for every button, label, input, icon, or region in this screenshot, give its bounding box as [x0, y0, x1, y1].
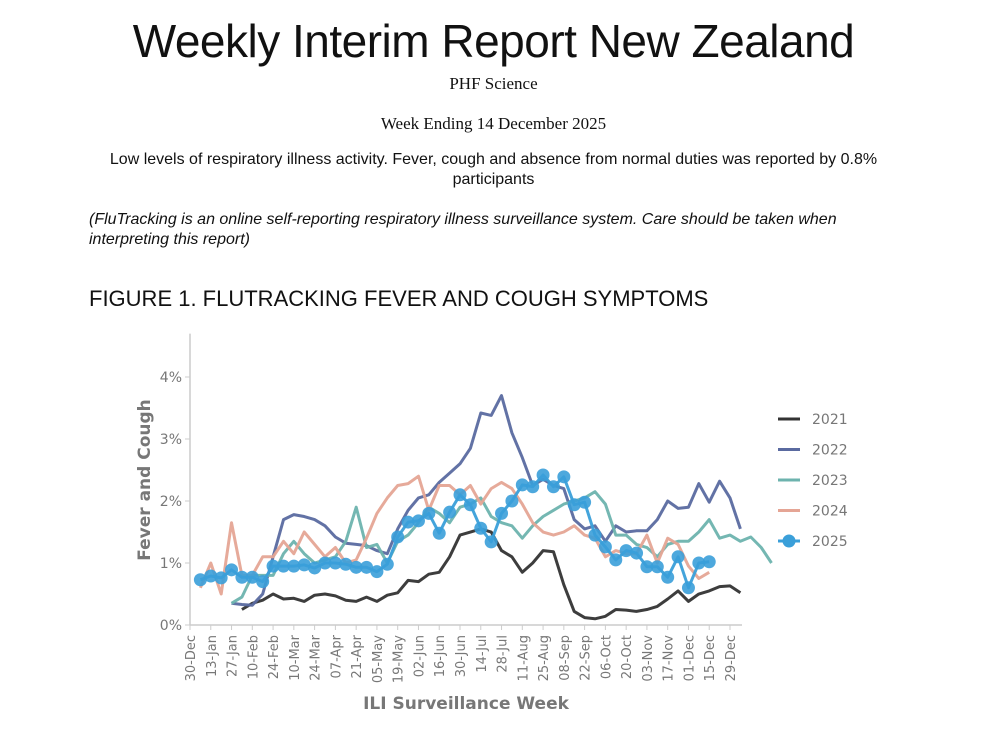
x-tick-label: 24-Mar: [309, 634, 324, 680]
x-tick-label: 30-Dec: [184, 635, 199, 681]
data-point-2025: [702, 555, 716, 569]
data-point-2025: [328, 556, 342, 570]
y-tick-label: 0%: [160, 618, 182, 634]
data-point-2025: [515, 478, 529, 492]
data-point-2025: [432, 526, 446, 540]
x-tick-label: 22-Sep: [579, 635, 594, 681]
x-tick-label: 02-Jun: [412, 635, 427, 677]
x-tick-label: 06-Oct: [599, 635, 614, 679]
data-point-2025: [349, 560, 363, 574]
x-tick-label: 21-Apr: [350, 634, 365, 678]
legend-label-2025: 2025: [812, 534, 848, 550]
week-ending: Week Ending 14 December 2025: [380, 114, 607, 133]
x-tick-label: 19-May: [392, 635, 407, 683]
data-point-2025: [671, 550, 685, 564]
x-tick-label: 16-Jun: [433, 635, 448, 677]
data-point-2025: [276, 559, 290, 573]
data-point-2025: [256, 575, 270, 589]
data-point-2025: [609, 553, 623, 567]
figure-title: FIGURE 1. FLUTRACKING FEVER AND COUGH SY…: [89, 286, 709, 311]
x-tick-label: 14-Jul: [475, 635, 490, 673]
legend-marker-2025: [782, 534, 796, 548]
data-point-2025: [380, 557, 394, 571]
x-tick-label: 24-Feb: [267, 635, 282, 679]
data-point-2025: [308, 561, 322, 575]
x-axis-title: ILI Surveillance Week: [363, 694, 570, 714]
data-point-2025: [401, 515, 415, 529]
x-tick-label: 17-Nov: [662, 635, 677, 682]
data-point-2025: [391, 530, 405, 544]
legend-label-2024: 2024: [812, 504, 848, 520]
x-tick-label: 28-Jul: [496, 635, 511, 673]
x-tick-label: 01-Dec: [682, 635, 697, 681]
data-point-2025: [214, 571, 228, 585]
x-tick-label: 10-Mar: [288, 634, 303, 680]
data-point-2025: [630, 546, 644, 560]
data-point-2025: [370, 565, 384, 579]
data-point-2025: [411, 514, 425, 528]
data-point-2025: [339, 557, 353, 571]
x-tick-label: 03-Nov: [641, 635, 656, 682]
data-point-2025: [193, 573, 207, 587]
page-title: Weekly Interim Report New Zealand: [132, 15, 855, 67]
y-tick-label: 1%: [160, 556, 182, 572]
x-tick-label: 05-May: [371, 635, 386, 683]
data-point-2025: [692, 556, 706, 570]
x-tick-label: 08-Sep: [558, 635, 573, 681]
organization: PHF Science: [449, 74, 538, 93]
legend-label-2023: 2023: [812, 473, 848, 489]
x-tick-label: 25-Aug: [537, 635, 552, 681]
x-tick-label: 15-Dec: [703, 635, 718, 681]
data-point-2025: [422, 506, 436, 520]
data-point-2025: [287, 559, 301, 573]
y-tick-label: 4%: [160, 370, 182, 386]
data-point-2025: [578, 495, 592, 509]
x-tick-label: 10-Feb: [246, 635, 261, 679]
data-point-2025: [495, 506, 509, 520]
data-point-2025: [588, 528, 602, 542]
data-point-2025: [318, 556, 332, 570]
data-point-2025: [360, 560, 374, 574]
data-point-2025: [567, 498, 581, 512]
data-point-2025: [453, 488, 467, 502]
summary-text: Low levels of respiratory illness activi…: [109, 151, 878, 188]
data-point-2025: [505, 494, 519, 508]
y-tick-label: 2%: [160, 494, 182, 510]
data-point-2025: [474, 521, 488, 535]
data-point-2025: [557, 470, 571, 484]
legend-label-2021: 2021: [812, 412, 848, 428]
data-point-2025: [225, 563, 239, 577]
data-point-2025: [204, 569, 218, 583]
x-tick-label: 11-Aug: [516, 635, 531, 681]
data-point-2025: [245, 570, 259, 584]
x-tick-label: 07-Apr: [329, 634, 344, 678]
data-point-2025: [266, 559, 280, 573]
x-tick-label: 13-Jan: [205, 635, 220, 677]
disclaimer-note: (FluTracking is an online self-reporting…: [89, 211, 837, 248]
data-point-2025: [681, 581, 695, 595]
data-point-2025: [536, 468, 550, 482]
legend-label-2022: 2022: [812, 443, 848, 459]
series-line-2021: [241, 527, 742, 621]
x-tick-label: 29-Dec: [724, 635, 739, 681]
data-point-2025: [546, 480, 560, 494]
y-axis-title: Fever and Cough: [135, 399, 155, 561]
data-point-2025: [443, 505, 457, 519]
series-line-2022: [231, 394, 742, 607]
data-point-2025: [526, 480, 540, 494]
data-point-2025: [598, 540, 612, 554]
data-point-2025: [297, 558, 311, 572]
data-point-2025: [463, 498, 477, 512]
x-tick-label: 30-Jun: [454, 635, 469, 677]
x-tick-label: 20-Oct: [620, 635, 635, 679]
data-point-2025: [650, 560, 664, 574]
data-point-2025: [619, 544, 633, 558]
data-point-2025: [661, 570, 675, 584]
data-point-2025: [235, 570, 249, 584]
y-tick-label: 3%: [160, 432, 182, 448]
data-point-2025: [640, 560, 654, 574]
x-tick-label: 27-Jan: [226, 635, 241, 677]
data-point-2025: [484, 535, 498, 549]
